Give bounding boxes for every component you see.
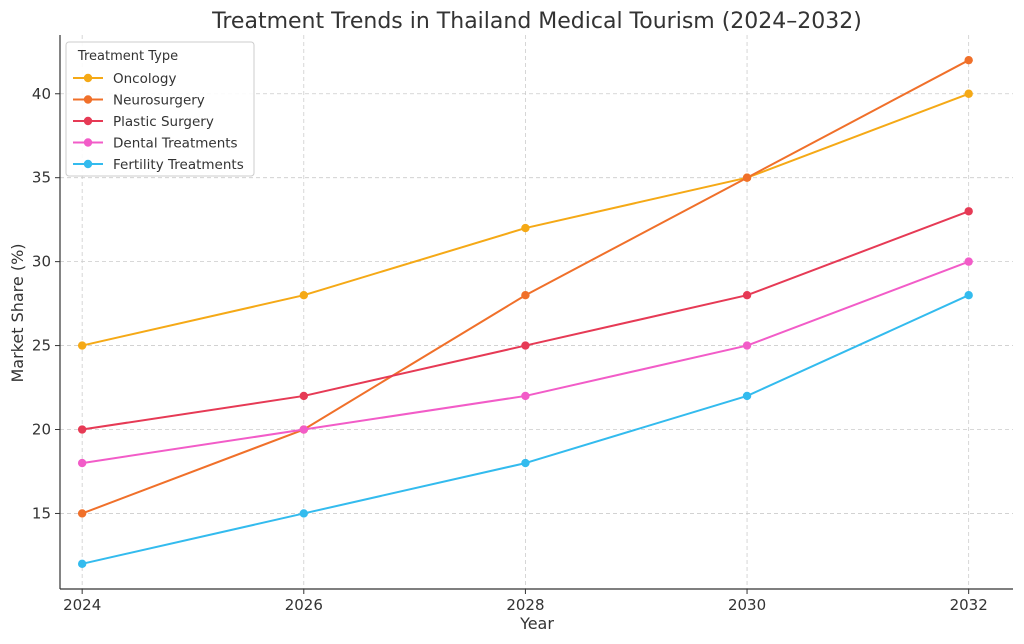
- data-point-dental-treatments[interactable]: [964, 257, 973, 266]
- data-point-fertility-treatments[interactable]: [77, 559, 87, 569]
- data-point-neurosurgery[interactable]: [742, 173, 752, 182]
- legend-label: Plastic Surgery: [113, 114, 214, 130]
- series-plastic-surgery: [77, 207, 973, 434]
- legend-label: Fertility Treatments: [113, 157, 244, 173]
- grid: [60, 35, 1013, 589]
- data-point-fertility-treatments[interactable]: [742, 391, 752, 401]
- legend-label: Oncology: [113, 71, 176, 87]
- data-point-fertility-treatments[interactable]: [964, 291, 973, 300]
- legend-item-dental-treatments[interactable]: Dental Treatments: [73, 136, 238, 152]
- data-point-oncology[interactable]: [77, 341, 87, 350]
- data-point-oncology[interactable]: [521, 223, 530, 233]
- legend-box: [65, 41, 255, 177]
- data-point-dental-treatments[interactable]: [742, 341, 752, 350]
- data-point-neurosurgery[interactable]: [77, 509, 87, 518]
- chart-title: Treatment Trends in Thailand Medical Tou…: [211, 9, 862, 34]
- x-tick-label: 2024: [63, 596, 101, 614]
- legend-item-neurosurgery[interactable]: Neurosurgery: [73, 93, 205, 109]
- series-fertility-treatments: [77, 291, 973, 569]
- legend-swatch-marker: [83, 95, 93, 104]
- series-layer: [77, 55, 973, 569]
- legend-label: Neurosurgery: [113, 93, 205, 109]
- y-tick-label: 40: [32, 85, 51, 103]
- y-tick-label: 25: [32, 337, 51, 355]
- legend[interactable]: Treatment Type Oncology Neurosurgery Plasti…: [65, 41, 255, 177]
- data-point-oncology[interactable]: [964, 89, 973, 98]
- data-point-dental-treatments[interactable]: [77, 458, 87, 468]
- data-point-fertility-treatments[interactable]: [521, 458, 530, 468]
- data-point-plastic-surgery[interactable]: [964, 207, 973, 216]
- y-tick-label: 20: [32, 421, 51, 439]
- series-dental-treatments: [77, 257, 973, 468]
- data-point-fertility-treatments[interactable]: [299, 509, 308, 518]
- legend-item-fertility-treatments[interactable]: Fertility Treatments: [73, 157, 244, 173]
- legend-swatch-marker: [83, 159, 93, 169]
- x-tick-label: 2030: [728, 596, 766, 614]
- x-tick-label: 2028: [506, 596, 544, 614]
- data-point-neurosurgery[interactable]: [964, 55, 973, 65]
- y-axis-label: Market Share (%): [8, 243, 27, 382]
- legend-swatch-marker: [83, 116, 93, 126]
- x-tick-label: 2026: [285, 596, 323, 614]
- y-tick-label: 30: [32, 253, 51, 271]
- legend-swatch-marker: [83, 73, 93, 83]
- x-axis-label: Year: [519, 614, 554, 633]
- data-point-plastic-surgery[interactable]: [77, 425, 87, 434]
- data-point-dental-treatments[interactable]: [299, 425, 308, 434]
- legend-title: Treatment Type: [77, 49, 178, 64]
- x-tick-label: 2032: [950, 596, 988, 614]
- legend-label: Dental Treatments: [113, 136, 238, 152]
- legend-item-oncology[interactable]: Oncology: [73, 71, 176, 87]
- data-point-dental-treatments[interactable]: [521, 391, 530, 401]
- axes: 2024 2026 2028 2030 2032 15 20 25 30 35 40: [32, 35, 1013, 614]
- data-point-plastic-surgery[interactable]: [299, 391, 308, 401]
- data-point-neurosurgery[interactable]: [521, 291, 530, 300]
- data-point-plastic-surgery[interactable]: [742, 291, 752, 300]
- legend-item-plastic-surgery[interactable]: Plastic Surgery: [73, 114, 214, 130]
- data-point-plastic-surgery[interactable]: [521, 341, 530, 350]
- y-tick-label: 15: [32, 504, 51, 522]
- legend-swatch-marker: [83, 138, 93, 147]
- data-point-oncology[interactable]: [299, 291, 308, 300]
- y-tick-label: 35: [32, 169, 51, 187]
